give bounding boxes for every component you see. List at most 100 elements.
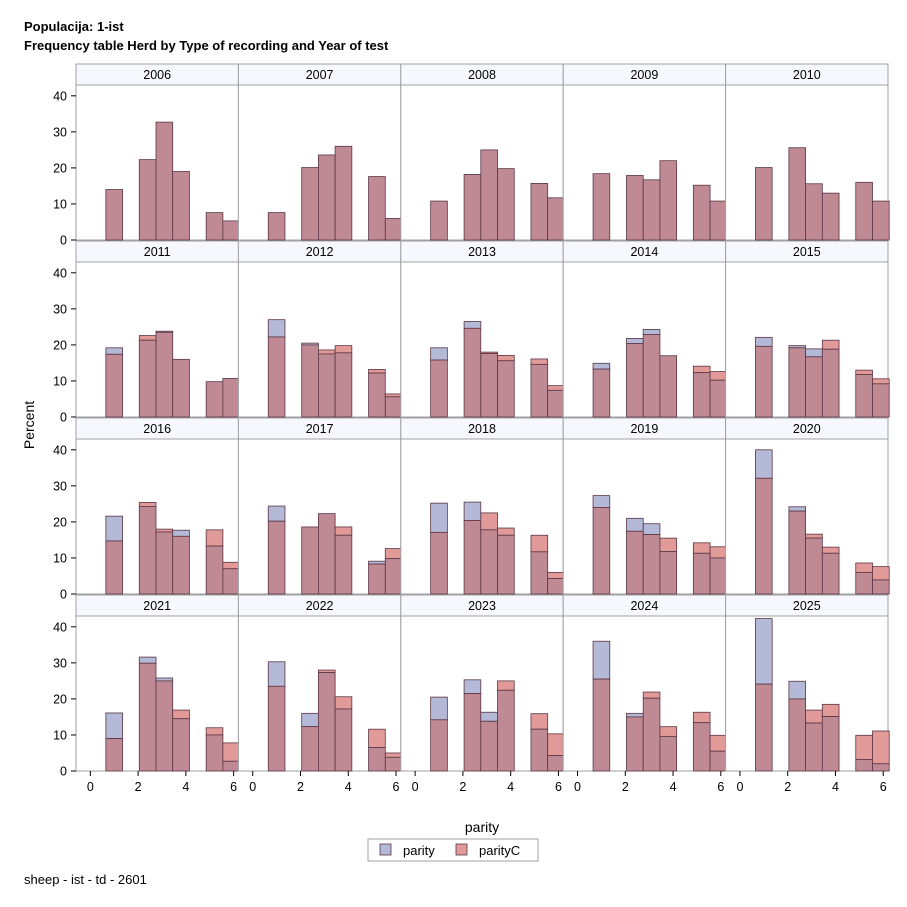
- bar-parityC: [821, 339, 840, 350]
- bar-overlap: [709, 379, 728, 418]
- panel-label: 2006: [143, 68, 171, 82]
- bar-parity: [805, 348, 823, 358]
- x-tick-label: 0: [249, 780, 256, 794]
- bar-overlap: [301, 344, 319, 418]
- bar-overlap: [788, 698, 807, 772]
- bar-parityC: [692, 711, 711, 724]
- x-tick-label: 2: [297, 780, 304, 794]
- y-tick-label: 20: [53, 515, 67, 529]
- panel-label: 2024: [630, 599, 658, 613]
- bar-overlap: [805, 722, 823, 772]
- bar-parity: [155, 677, 174, 682]
- bar-overlap: [788, 510, 807, 595]
- bar-overlap: [480, 353, 498, 418]
- bar-parityC: [205, 727, 224, 736]
- bar-parityC: [855, 562, 873, 573]
- bar-overlap: [821, 348, 840, 418]
- y-tick-label: 40: [53, 266, 67, 280]
- bar-parityC: [480, 512, 498, 531]
- x-tick-label: 2: [784, 780, 791, 794]
- bar-overlap: [805, 356, 823, 418]
- bar-parityC: [138, 335, 157, 341]
- bar-overlap: [592, 678, 611, 772]
- bar-parity: [626, 338, 644, 344]
- bar-overlap: [301, 167, 319, 241]
- bar-overlap: [821, 716, 840, 772]
- bar-parity: [267, 661, 286, 687]
- bar-parity: [267, 505, 286, 522]
- bar-overlap: [530, 183, 549, 241]
- bar-overlap: [480, 720, 498, 772]
- bar-overlap: [267, 336, 286, 418]
- x-tick-label: 4: [832, 780, 839, 794]
- bar-overlap: [205, 381, 224, 418]
- panel-label: 2022: [306, 599, 334, 613]
- bar-parityC: [642, 691, 661, 699]
- bar-parity: [626, 517, 644, 532]
- bar-parityC: [547, 571, 565, 579]
- bar-parity: [172, 529, 190, 537]
- bar-parity: [788, 680, 807, 700]
- footnote: sheep - ist - td - 2601: [24, 872, 147, 887]
- x-tick-label: 0: [736, 780, 743, 794]
- bar-overlap: [642, 534, 661, 595]
- bar-parity: [480, 711, 498, 722]
- bar-overlap: [659, 160, 678, 241]
- bar-parity: [788, 506, 807, 512]
- y-tick-label: 10: [53, 551, 67, 565]
- bar-overlap: [547, 389, 565, 418]
- bar-overlap: [138, 339, 157, 418]
- bar-parityC: [855, 734, 873, 760]
- bar-overlap: [642, 697, 661, 772]
- panel-label: 2015: [793, 245, 821, 259]
- bar-overlap: [301, 726, 319, 772]
- y-tick-label: 30: [53, 479, 67, 493]
- bar-parity: [642, 329, 661, 335]
- panel-label: 2020: [793, 422, 821, 436]
- bar-parity: [267, 319, 286, 338]
- bar-parityC: [547, 385, 565, 391]
- bar-overlap: [334, 145, 353, 241]
- bar-parity: [592, 640, 611, 680]
- bar-parityC: [384, 548, 403, 560]
- panel-label: 2019: [630, 422, 658, 436]
- bar-parityC: [805, 533, 823, 539]
- bar-overlap: [318, 672, 336, 772]
- bar-parity: [463, 501, 482, 521]
- bar-parity: [592, 495, 611, 508]
- bar-overlap: [430, 359, 448, 418]
- panel-label: 2016: [143, 422, 171, 436]
- panel-label: 2017: [306, 422, 334, 436]
- x-tick-label: 6: [393, 780, 400, 794]
- x-tick-label: 4: [507, 780, 514, 794]
- bar-parityC: [855, 369, 873, 375]
- bar-overlap: [267, 520, 286, 595]
- bar-parityC: [334, 526, 353, 536]
- bar-overlap: [855, 759, 873, 772]
- bar-parityC: [384, 393, 403, 398]
- bar-overlap: [334, 534, 353, 595]
- bar-overlap: [368, 176, 386, 241]
- panel-label: 2007: [306, 68, 334, 82]
- bar-overlap: [592, 368, 611, 418]
- bar-overlap: [497, 689, 515, 772]
- bar-overlap: [430, 200, 448, 241]
- panel-label: 2023: [468, 599, 496, 613]
- bar-parityC: [172, 709, 190, 720]
- bar-overlap: [709, 750, 728, 772]
- bar-overlap: [368, 747, 386, 772]
- bar-overlap: [105, 540, 123, 595]
- y-tick-label: 0: [60, 588, 67, 602]
- y-tick-label: 10: [53, 728, 67, 742]
- bar-overlap: [805, 183, 823, 241]
- bar-parityC: [692, 542, 711, 554]
- x-tick-label: 4: [182, 780, 189, 794]
- bar-overlap: [755, 167, 773, 241]
- bar-parityC: [709, 546, 728, 559]
- bar-parityC: [530, 534, 549, 553]
- bar-overlap: [872, 200, 890, 241]
- bar-overlap: [334, 708, 353, 772]
- bar-overlap: [547, 197, 565, 241]
- bar-parity: [463, 679, 482, 694]
